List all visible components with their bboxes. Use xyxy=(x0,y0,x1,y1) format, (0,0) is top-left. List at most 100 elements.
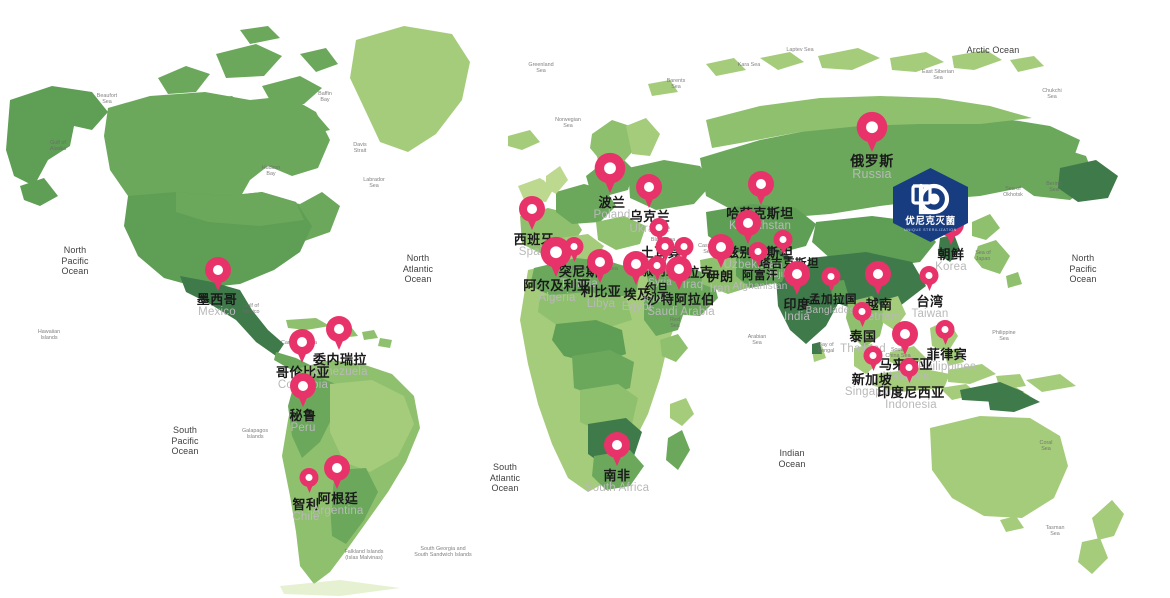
country-name-en: Argentina xyxy=(312,505,364,517)
marker-thailand[interactable] xyxy=(852,302,872,327)
marker-taiwan[interactable] xyxy=(919,266,939,291)
label-poland: 波兰 Poland xyxy=(593,195,630,222)
label-india: 印度 India xyxy=(783,297,811,324)
label-mexico: 墨西哥 Mexico xyxy=(196,292,238,319)
country-name-cn: 阿根廷 xyxy=(317,491,359,506)
pin-hole xyxy=(644,182,654,192)
country-name-cn: 印度 xyxy=(783,297,811,312)
country-name-cn: 委内瑞拉 xyxy=(312,352,368,367)
country-name-cn: 阿尔及利亚 xyxy=(523,278,591,293)
pin-tail xyxy=(652,269,662,281)
marker-spain[interactable] xyxy=(519,196,545,230)
pin-hole xyxy=(655,224,663,231)
marker-saudi-arabia[interactable] xyxy=(666,256,692,290)
gulf-of-mexico: Gulf of Mexico xyxy=(242,303,260,316)
norwegian-sea: Norwegian Sea xyxy=(555,117,581,130)
marker-poland[interactable] xyxy=(594,152,626,193)
label-afghanistan: 阿富汗 Afghanistan xyxy=(732,270,787,292)
marker-chile[interactable] xyxy=(299,468,319,493)
marker-algeria[interactable] xyxy=(540,236,572,277)
marker-argentina[interactable] xyxy=(324,455,350,489)
country-name-cn: 印度尼西亚 xyxy=(877,385,945,400)
label-argentina: 阿根廷 Argentina xyxy=(312,491,364,518)
hudson-bay: Hudson Bay xyxy=(261,165,281,178)
label-iran: 伊朗 Iran xyxy=(706,270,733,296)
marker-uzbekistan[interactable] xyxy=(735,210,761,244)
pin-hole xyxy=(866,121,878,134)
pin-hole xyxy=(298,381,308,391)
chukchi-sea: Chukchi Sea xyxy=(1042,88,1062,101)
baffin-bay: Baffin Bay xyxy=(318,91,332,104)
pin-hole xyxy=(754,248,762,255)
marker-india[interactable] xyxy=(784,261,810,295)
pin-hole xyxy=(792,269,802,279)
country-name-en: Peru xyxy=(290,422,316,434)
label-singapore: 新加坡 Singapore xyxy=(845,373,899,399)
country-name-en: Saudi Arabia xyxy=(647,306,715,318)
marker-iran[interactable] xyxy=(708,234,734,268)
pin-hole xyxy=(305,474,313,481)
country-name-cn: 台湾 xyxy=(916,294,944,309)
country-name-en: India xyxy=(784,311,810,323)
marker-afghanistan[interactable] xyxy=(748,242,768,267)
country-name-cn: 墨西哥 xyxy=(196,292,238,307)
country-name-en: Jordan xyxy=(641,293,673,305)
marker-philippines[interactable] xyxy=(935,320,955,345)
marker-indonesia[interactable] xyxy=(899,358,919,383)
badge-text-block: 优尼克灭菌 UNIQUE STERILIZATION xyxy=(893,217,968,233)
country-name-en: Indonesia xyxy=(885,399,937,411)
pin-hole xyxy=(674,264,684,274)
marker-singapore[interactable] xyxy=(863,346,883,371)
country-name-cn: 泰国 xyxy=(849,329,877,344)
marker-syria[interactable] xyxy=(655,237,675,262)
label-south-africa: 南非 South Africa xyxy=(584,469,650,495)
pin-hole xyxy=(900,329,910,339)
marker-ukraine[interactable] xyxy=(636,174,662,208)
marker-turkey[interactable] xyxy=(649,218,669,243)
marker-jordan[interactable] xyxy=(647,256,667,281)
country-name-en: Russia xyxy=(852,167,892,181)
davis-strait: Davis Strait xyxy=(353,142,367,155)
marker-colombia[interactable] xyxy=(289,329,315,363)
marker-egypt[interactable] xyxy=(623,251,649,285)
pin-tail xyxy=(904,371,914,383)
marker-tajikistan[interactable] xyxy=(773,230,793,255)
marker-libya[interactable] xyxy=(587,249,613,283)
country-name-cn: 越南 xyxy=(865,297,893,312)
pin-tail xyxy=(857,315,867,327)
barents-sea: Barents Sea xyxy=(666,78,686,91)
country-name-cn: 波兰 xyxy=(598,195,626,210)
pin-tail xyxy=(826,280,836,292)
marker-south-africa[interactable] xyxy=(604,432,630,466)
label-russia: 俄罗斯 Russia xyxy=(850,154,894,181)
pin-hole xyxy=(873,269,883,279)
marker-vietnam[interactable] xyxy=(865,261,891,295)
pin-hole xyxy=(905,364,913,371)
marker-russia[interactable] xyxy=(856,111,888,152)
pin-hole xyxy=(595,257,605,267)
label-egypt: 埃及 Egypt xyxy=(622,288,652,314)
marker-venezuela[interactable] xyxy=(326,316,352,350)
country-name-en: South Africa xyxy=(584,482,650,494)
marker-kazakhstan[interactable] xyxy=(748,171,774,205)
marker-peru[interactable] xyxy=(290,373,316,407)
pin-hole xyxy=(827,273,835,280)
pin-hole xyxy=(779,236,787,243)
marker-bangladesh[interactable] xyxy=(821,267,841,292)
unique-sterilization-badge[interactable]: 优尼克灭菌 UNIQUE STERILIZATION xyxy=(893,168,968,242)
pin-hole xyxy=(661,243,669,250)
pin-tail xyxy=(778,243,788,255)
marker-malaysia[interactable] xyxy=(892,321,918,355)
hexagon-logo-icon xyxy=(893,168,968,242)
country-name-en: Libya xyxy=(586,298,616,310)
pin-hole xyxy=(334,324,344,334)
marker-mexico[interactable] xyxy=(205,257,231,291)
pin-tail xyxy=(753,255,763,267)
indian-ocean: Indian Ocean xyxy=(778,448,806,469)
sea-of-japan: Sea of Japan xyxy=(975,250,991,263)
arctic-ocean: Arctic Ocean xyxy=(966,45,1020,55)
bering-sea: Bering Sea xyxy=(1046,181,1062,194)
pin-tail xyxy=(940,333,950,345)
country-name-en: Bangladesh xyxy=(805,304,861,316)
label-taiwan: 台湾 Taiwan xyxy=(912,294,949,321)
